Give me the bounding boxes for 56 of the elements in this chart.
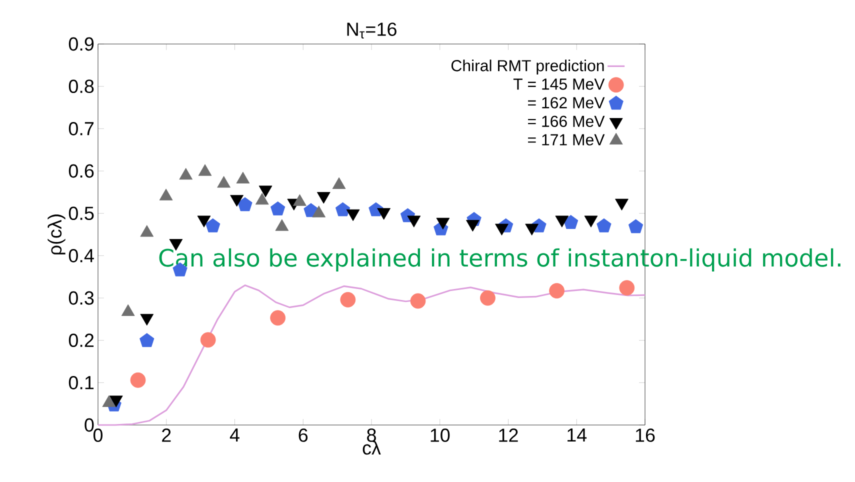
point bbox=[596, 218, 612, 232]
x-tick-label: 0 bbox=[93, 428, 103, 442]
y-tick-label: 0.4 bbox=[68, 248, 94, 262]
x-tick-label: 4 bbox=[230, 428, 240, 442]
point bbox=[563, 214, 578, 229]
point bbox=[140, 333, 154, 348]
y-tick-label: 0.2 bbox=[68, 334, 94, 348]
chart-title: N$_{τ}$=16 bbox=[347, 22, 396, 38]
y-tick-label: 0.7 bbox=[68, 122, 94, 136]
x-tick-label: 6 bbox=[298, 428, 308, 442]
point bbox=[140, 225, 154, 237]
annotation: Can also be explained in terms of instanton-liquid model. bbox=[159, 248, 840, 272]
point bbox=[255, 192, 269, 205]
point bbox=[238, 197, 252, 212]
point bbox=[340, 292, 356, 308]
point bbox=[270, 310, 286, 326]
point bbox=[275, 219, 289, 231]
legend-label: = 162 MeV bbox=[528, 97, 605, 108]
y-tick-label: 0.1 bbox=[68, 376, 94, 390]
point bbox=[628, 219, 644, 234]
y-tick-label: 0.6 bbox=[68, 164, 94, 178]
y-tick-label: 0.9 bbox=[68, 37, 94, 51]
point bbox=[200, 332, 216, 348]
point bbox=[332, 177, 346, 189]
x-tick-label: 16 bbox=[636, 428, 655, 442]
point bbox=[549, 283, 564, 299]
y-tick-label: 0 bbox=[84, 418, 94, 432]
point bbox=[109, 396, 123, 408]
x-tick-label: 2 bbox=[162, 428, 171, 442]
x-tick-label: 12 bbox=[499, 428, 518, 442]
point bbox=[206, 218, 220, 232]
point bbox=[480, 290, 496, 306]
legend-label: Chiral RMT prediction bbox=[451, 60, 604, 74]
y-axis-title: ρ(cλ) bbox=[48, 214, 66, 254]
y-tick-label: 0.3 bbox=[68, 291, 94, 305]
y-tick-label: 0.8 bbox=[68, 80, 94, 94]
x-axis-title: cλ bbox=[362, 440, 381, 455]
point bbox=[198, 164, 212, 176]
legend-label: = 171 MeV bbox=[528, 134, 605, 146]
point bbox=[179, 168, 193, 180]
x-tick-label: 8 bbox=[367, 428, 376, 442]
legend-label: T = 145 MeV bbox=[513, 78, 605, 90]
point bbox=[236, 172, 250, 184]
x-tick-label: 10 bbox=[430, 428, 450, 442]
x-tick-label: 14 bbox=[568, 428, 587, 442]
point bbox=[335, 202, 350, 216]
y-tick-label: 0.5 bbox=[68, 206, 94, 220]
point bbox=[159, 188, 173, 200]
point bbox=[217, 176, 231, 188]
legend-label: = 166 MeV bbox=[528, 116, 605, 127]
point bbox=[293, 194, 306, 206]
point bbox=[619, 280, 635, 296]
point bbox=[270, 201, 286, 216]
point bbox=[312, 206, 326, 218]
point bbox=[130, 372, 146, 388]
point bbox=[410, 293, 426, 309]
